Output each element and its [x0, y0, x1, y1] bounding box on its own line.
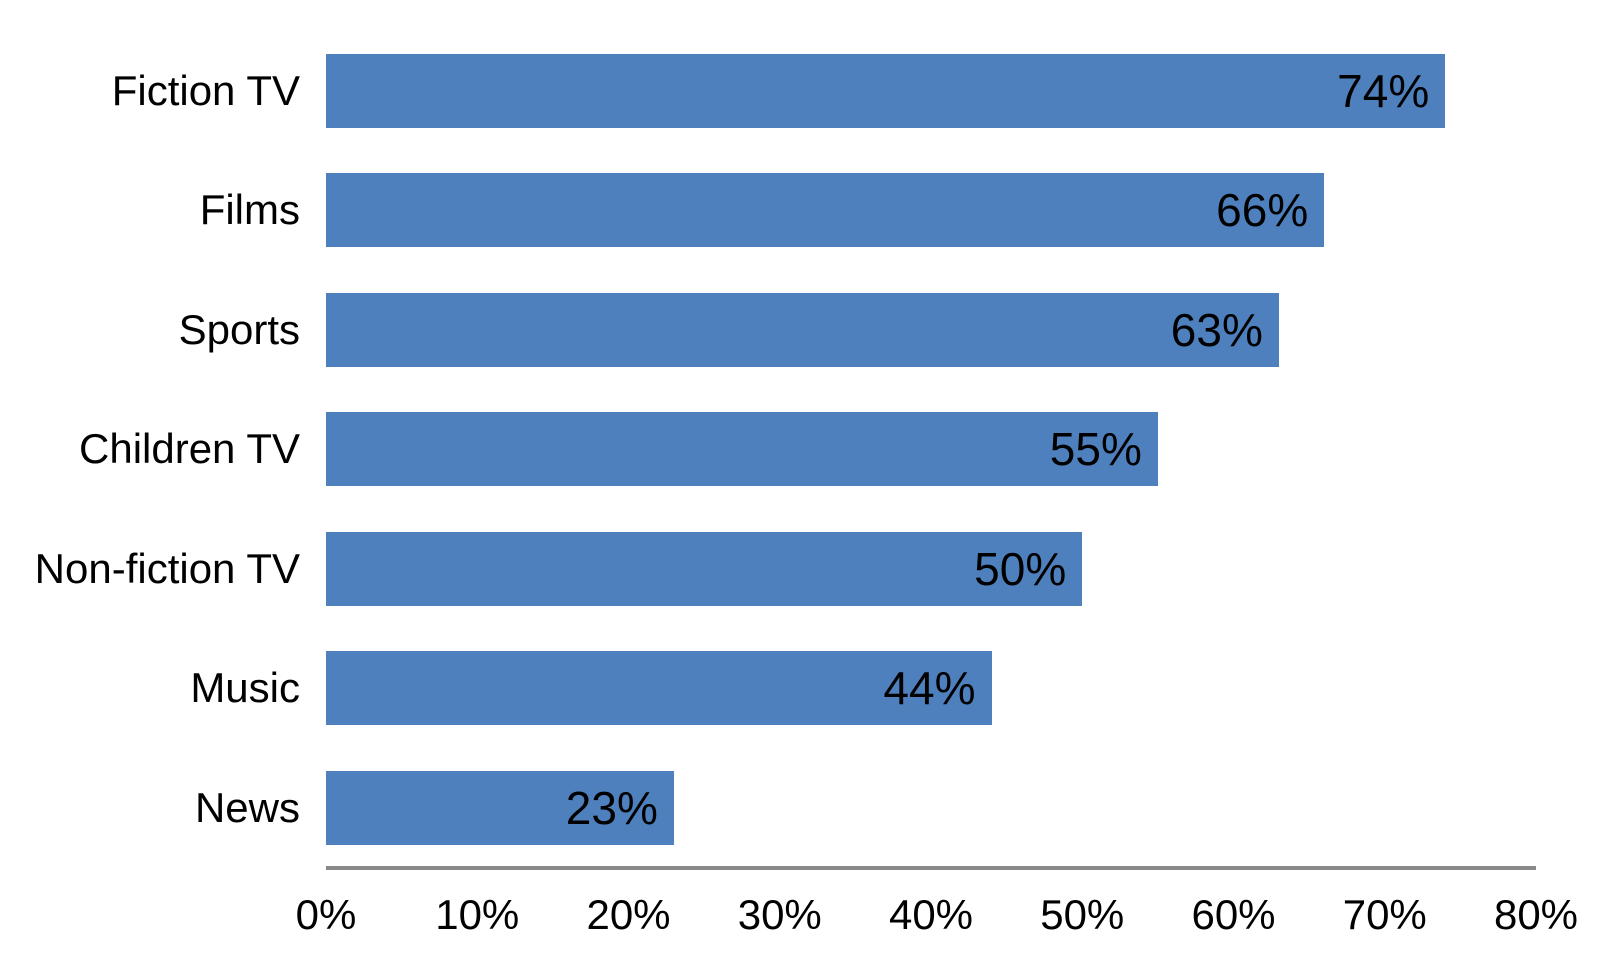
category-label: Fiction TV	[111, 66, 300, 114]
value-label: 23%	[565, 781, 658, 834]
x-tick-label: 50%	[1040, 891, 1125, 938]
value-label: 63%	[1170, 303, 1263, 356]
value-label: 74%	[1337, 64, 1430, 117]
value-label: 55%	[1049, 423, 1142, 476]
bar: 50%	[326, 531, 1083, 606]
bar-track: 66%	[326, 173, 1536, 248]
category-label: Non-fiction TV	[34, 544, 300, 592]
x-tick-label: 10%	[435, 891, 520, 938]
value-label: 44%	[883, 662, 976, 715]
category-label: News	[194, 783, 300, 831]
bar-track: 50%	[326, 531, 1536, 606]
chart-row: Non-fiction TV 50%	[0, 509, 1600, 629]
category-label: Sports	[178, 305, 300, 353]
x-tick-label: 30%	[737, 891, 822, 938]
x-tick-label: 80%	[1493, 891, 1579, 938]
chart-row: Films 66%	[0, 151, 1600, 271]
bar: 66%	[326, 173, 1325, 248]
bar: 23%	[326, 770, 674, 845]
x-tick-label: 40%	[888, 891, 974, 938]
x-axis-tick-labels: 0% 10% 20% 30% 40% 50% 60% 70% 80%	[296, 891, 1578, 954]
bar-track: 74%	[326, 53, 1536, 128]
chart-row: News 23%	[0, 748, 1600, 868]
bar-track: 44%	[326, 651, 1536, 726]
chart-row: Sports 63%	[0, 270, 1600, 390]
category-label: Children TV	[79, 425, 300, 473]
bar: 55%	[326, 412, 1158, 487]
value-label: 50%	[974, 542, 1067, 595]
bar: 74%	[326, 53, 1446, 128]
x-axis-line	[326, 866, 1536, 870]
x-tick-label: 0%	[295, 891, 357, 938]
category-label: Music	[190, 664, 300, 712]
chart-row: Fiction TV 74%	[0, 31, 1600, 151]
bar: 44%	[326, 651, 992, 726]
chart-rows: Fiction TV 74% Films 66% Sports 63% Children T…	[0, 31, 1600, 868]
category-label: Films	[199, 186, 300, 234]
bar-track: 55%	[326, 412, 1536, 487]
chart-row: Music 44%	[0, 629, 1600, 749]
x-tick-label: 70%	[1342, 891, 1427, 938]
x-tick-label: 60%	[1191, 891, 1276, 938]
bar-track: 23%	[326, 770, 1536, 845]
value-label: 66%	[1216, 184, 1309, 237]
bar-track: 63%	[326, 292, 1536, 367]
chart-row: Children TV 55%	[0, 390, 1600, 510]
x-tick-label: 20%	[586, 891, 671, 938]
bar: 63%	[326, 292, 1279, 367]
